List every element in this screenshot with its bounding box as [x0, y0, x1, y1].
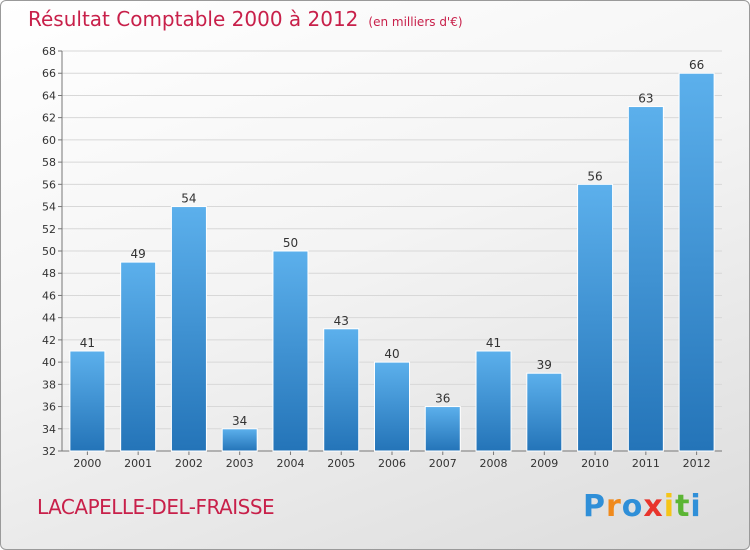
- bar-2005: [323, 328, 360, 452]
- y-tick-label: 54: [42, 201, 56, 214]
- x-tick-label-2006: 2006: [378, 457, 406, 470]
- logo-letter: x: [643, 489, 664, 524]
- logo-letter: r: [606, 489, 622, 524]
- bar-2008: [475, 350, 512, 452]
- y-tick-label: 56: [42, 178, 56, 191]
- value-label-2000: 41: [80, 336, 95, 350]
- x-tick-label-2000: 2000: [73, 457, 101, 470]
- value-label-2012: 66: [689, 58, 704, 72]
- y-tick-label: 34: [42, 423, 56, 436]
- y-tick-label: 68: [42, 45, 56, 58]
- logo-letter: i: [690, 489, 702, 524]
- value-label-2002: 54: [181, 192, 196, 206]
- x-tick-label-2012: 2012: [683, 457, 711, 470]
- value-label-2005: 43: [334, 314, 349, 328]
- bar-2001: [120, 261, 157, 452]
- logo-letter: o: [621, 489, 644, 524]
- bar-2011: [627, 106, 664, 452]
- bar-2000: [69, 350, 106, 452]
- logo-letter: i: [663, 489, 676, 524]
- proxiti-logo: Proxiti: [583, 489, 702, 524]
- chart-subtitle: (en milliers d'€): [368, 15, 463, 29]
- chart-title-block: Résultat Comptable 2000 à 2012 (en millie…: [28, 7, 463, 31]
- x-tick-label-2007: 2007: [429, 457, 457, 470]
- y-tick-label: 52: [42, 223, 56, 236]
- bar-2007: [424, 406, 461, 452]
- bar-2010: [577, 183, 614, 452]
- bar-2003: [221, 428, 258, 452]
- x-tick-label-2004: 2004: [276, 457, 304, 470]
- x-tick-label-2010: 2010: [581, 457, 609, 470]
- logo-letter: P: [583, 489, 606, 524]
- value-label-2001: 49: [131, 247, 146, 261]
- bar-2006: [374, 361, 410, 452]
- bar-2004: [272, 250, 309, 452]
- y-tick-label: 32: [42, 445, 56, 458]
- y-tick-labels: 32 34 36 38 40 42 44 46 48 50 52 54 56 58 60 62 64 66 68: [42, 45, 56, 458]
- y-tick-label: 58: [42, 156, 56, 169]
- x-tick-label-2001: 2001: [124, 457, 152, 470]
- bar-2002: [170, 206, 207, 452]
- x-tick-label-2009: 2009: [530, 457, 558, 470]
- x-tick-label-2005: 2005: [327, 457, 355, 470]
- x-tick-label-2008: 2008: [480, 457, 508, 470]
- y-tick-label: 60: [42, 134, 56, 147]
- y-tick-label: 62: [42, 112, 56, 125]
- value-labels: 41 49 54 34 50 43 40 36 41 39 56 63 66: [80, 58, 705, 428]
- value-label-2006: 40: [384, 347, 399, 361]
- value-label-2008: 41: [486, 336, 501, 350]
- bars: [69, 72, 715, 452]
- value-label-2009: 39: [537, 358, 552, 372]
- x-tick-label-2011: 2011: [632, 457, 660, 470]
- value-label-2004: 50: [283, 236, 298, 250]
- chart-title: Résultat Comptable 2000 à 2012: [28, 7, 359, 31]
- y-tick-label: 42: [42, 334, 56, 347]
- y-tick-label: 50: [42, 245, 56, 258]
- x-tick-label-2003: 2003: [226, 457, 254, 470]
- value-label-2011: 63: [638, 92, 653, 106]
- bar-2012: [678, 72, 715, 452]
- y-tick-label: 48: [42, 267, 56, 280]
- x-tick-label-2002: 2002: [175, 457, 203, 470]
- y-tick-label: 36: [42, 401, 56, 414]
- town-name: LACAPELLE-DEL-FRAISSE: [37, 495, 275, 519]
- y-tick-label: 64: [42, 89, 56, 102]
- y-tick-label: 46: [42, 289, 56, 302]
- y-tick-label: 38: [42, 378, 56, 391]
- logo-letter: t: [675, 489, 691, 524]
- value-label-2010: 56: [587, 169, 602, 183]
- x-tick-labels: 2000 2001 2002 2003 2004 2005 2006 2007 2008 2009…: [73, 457, 710, 470]
- y-tick-label: 44: [42, 312, 56, 325]
- value-label-2007: 36: [435, 392, 450, 406]
- y-tick-label: 66: [42, 67, 56, 80]
- y-tick-label: 40: [42, 356, 56, 369]
- bar-2009: [526, 372, 563, 452]
- value-label-2003: 34: [232, 414, 247, 428]
